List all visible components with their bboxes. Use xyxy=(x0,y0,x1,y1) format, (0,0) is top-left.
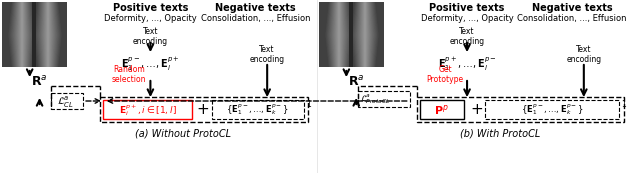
Text: $\mathbf{E}_i^{p+}, i \in [1, l]$: $\mathbf{E}_i^{p+}, i \in [1, l]$ xyxy=(118,102,177,118)
Text: Positive texts: Positive texts xyxy=(429,3,505,13)
Text: Text
encoding: Text encoding xyxy=(250,45,285,64)
Text: $\mathcal{L}^a_{ProtoCL}$: $\mathcal{L}^a_{ProtoCL}$ xyxy=(360,93,390,107)
Text: Negative texts: Negative texts xyxy=(532,3,612,13)
Text: Deformity, ..., Opacity: Deformity, ..., Opacity xyxy=(104,14,196,23)
Text: $\mathbf{R}^a$: $\mathbf{R}^a$ xyxy=(348,75,365,89)
Text: $\mathbf{E}_1^{p+},\ldots,\mathbf{E}_l^{p-}$: $\mathbf{E}_1^{p+},\ldots,\mathbf{E}_l^{… xyxy=(438,56,497,73)
Text: Get
Prototype: Get Prototype xyxy=(427,65,464,84)
Text: +: + xyxy=(470,102,483,117)
Text: (a) Without ProtoCL: (a) Without ProtoCL xyxy=(135,128,231,138)
Text: Deformity, ..., Opacity: Deformity, ..., Opacity xyxy=(420,14,513,23)
Text: Random
selection: Random selection xyxy=(111,65,146,84)
Text: Text
encoding: Text encoding xyxy=(449,27,484,46)
Text: $\mathcal{L}^a_{CL}$: $\mathcal{L}^a_{CL}$ xyxy=(58,95,74,110)
Text: Consolidation, ..., Effusion: Consolidation, ..., Effusion xyxy=(517,14,627,23)
Text: Positive texts: Positive texts xyxy=(113,3,188,13)
Text: Text
encoding: Text encoding xyxy=(133,27,168,46)
Text: $\{\mathbf{E}_1^{p-},\ldots,\mathbf{E}_k^{p-}\}$: $\{\mathbf{E}_1^{p-},\ldots,\mathbf{E}_k… xyxy=(521,103,584,117)
Text: $\mathbf{P}^p$: $\mathbf{P}^p$ xyxy=(434,103,449,117)
Text: +: + xyxy=(196,102,209,117)
Text: Negative texts: Negative texts xyxy=(215,3,296,13)
Text: $\mathbf{E}_1^{p-},\ldots,\mathbf{E}_l^{p+}$: $\mathbf{E}_1^{p-},\ldots,\mathbf{E}_l^{… xyxy=(121,56,180,73)
Text: Text
encoding: Text encoding xyxy=(566,45,602,64)
Text: (b) With ProtoCL: (b) With ProtoCL xyxy=(460,128,540,138)
Text: 1: 1 xyxy=(621,100,626,109)
Text: $\{\mathbf{E}_1^{p-},\ldots,\mathbf{E}_k^{p-}\}$: $\{\mathbf{E}_1^{p-},\ldots,\mathbf{E}_k… xyxy=(226,103,289,117)
Text: 1: 1 xyxy=(306,100,310,109)
Text: Consolidation, ..., Effusion: Consolidation, ..., Effusion xyxy=(200,14,310,23)
Text: $\mathbf{R}^a$: $\mathbf{R}^a$ xyxy=(31,75,48,89)
